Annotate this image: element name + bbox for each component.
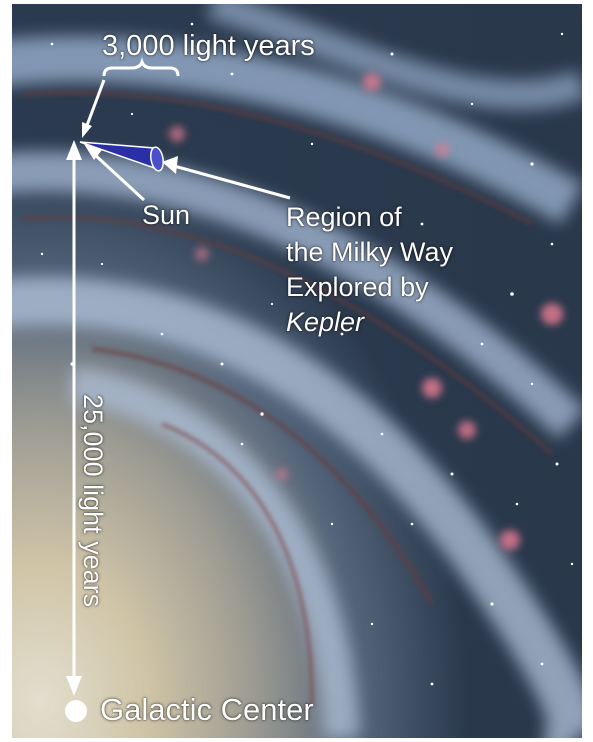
nebulae xyxy=(169,73,563,550)
region-label-line1: Region of xyxy=(286,202,402,232)
annotation-graphics xyxy=(65,57,291,722)
sun-arrow xyxy=(92,152,146,202)
star-field xyxy=(40,22,574,686)
milky-way-figure: 3,000 light years Sun Region of the Milk… xyxy=(12,4,582,738)
scale-arrow xyxy=(84,79,106,129)
galactic-center-marker xyxy=(65,700,87,722)
region-label: Region of the Milky Way Explored by Kepl… xyxy=(286,200,453,340)
region-label-line2: the Milky Way xyxy=(286,237,454,267)
scale-label: 3,000 light years xyxy=(102,30,315,62)
scale-brace xyxy=(102,57,180,77)
spiral-arms xyxy=(12,4,582,738)
galaxy-background xyxy=(12,4,582,738)
galactic-center-label: Galactic Center xyxy=(100,692,314,727)
region-arrow xyxy=(173,164,291,200)
dust-lanes xyxy=(21,90,554,705)
sun-label: Sun xyxy=(142,200,191,230)
distance-label: 25,000 light years xyxy=(78,394,108,608)
region-label-line3: Explored by xyxy=(286,272,429,302)
region-label-kepler: Kepler xyxy=(286,307,365,337)
